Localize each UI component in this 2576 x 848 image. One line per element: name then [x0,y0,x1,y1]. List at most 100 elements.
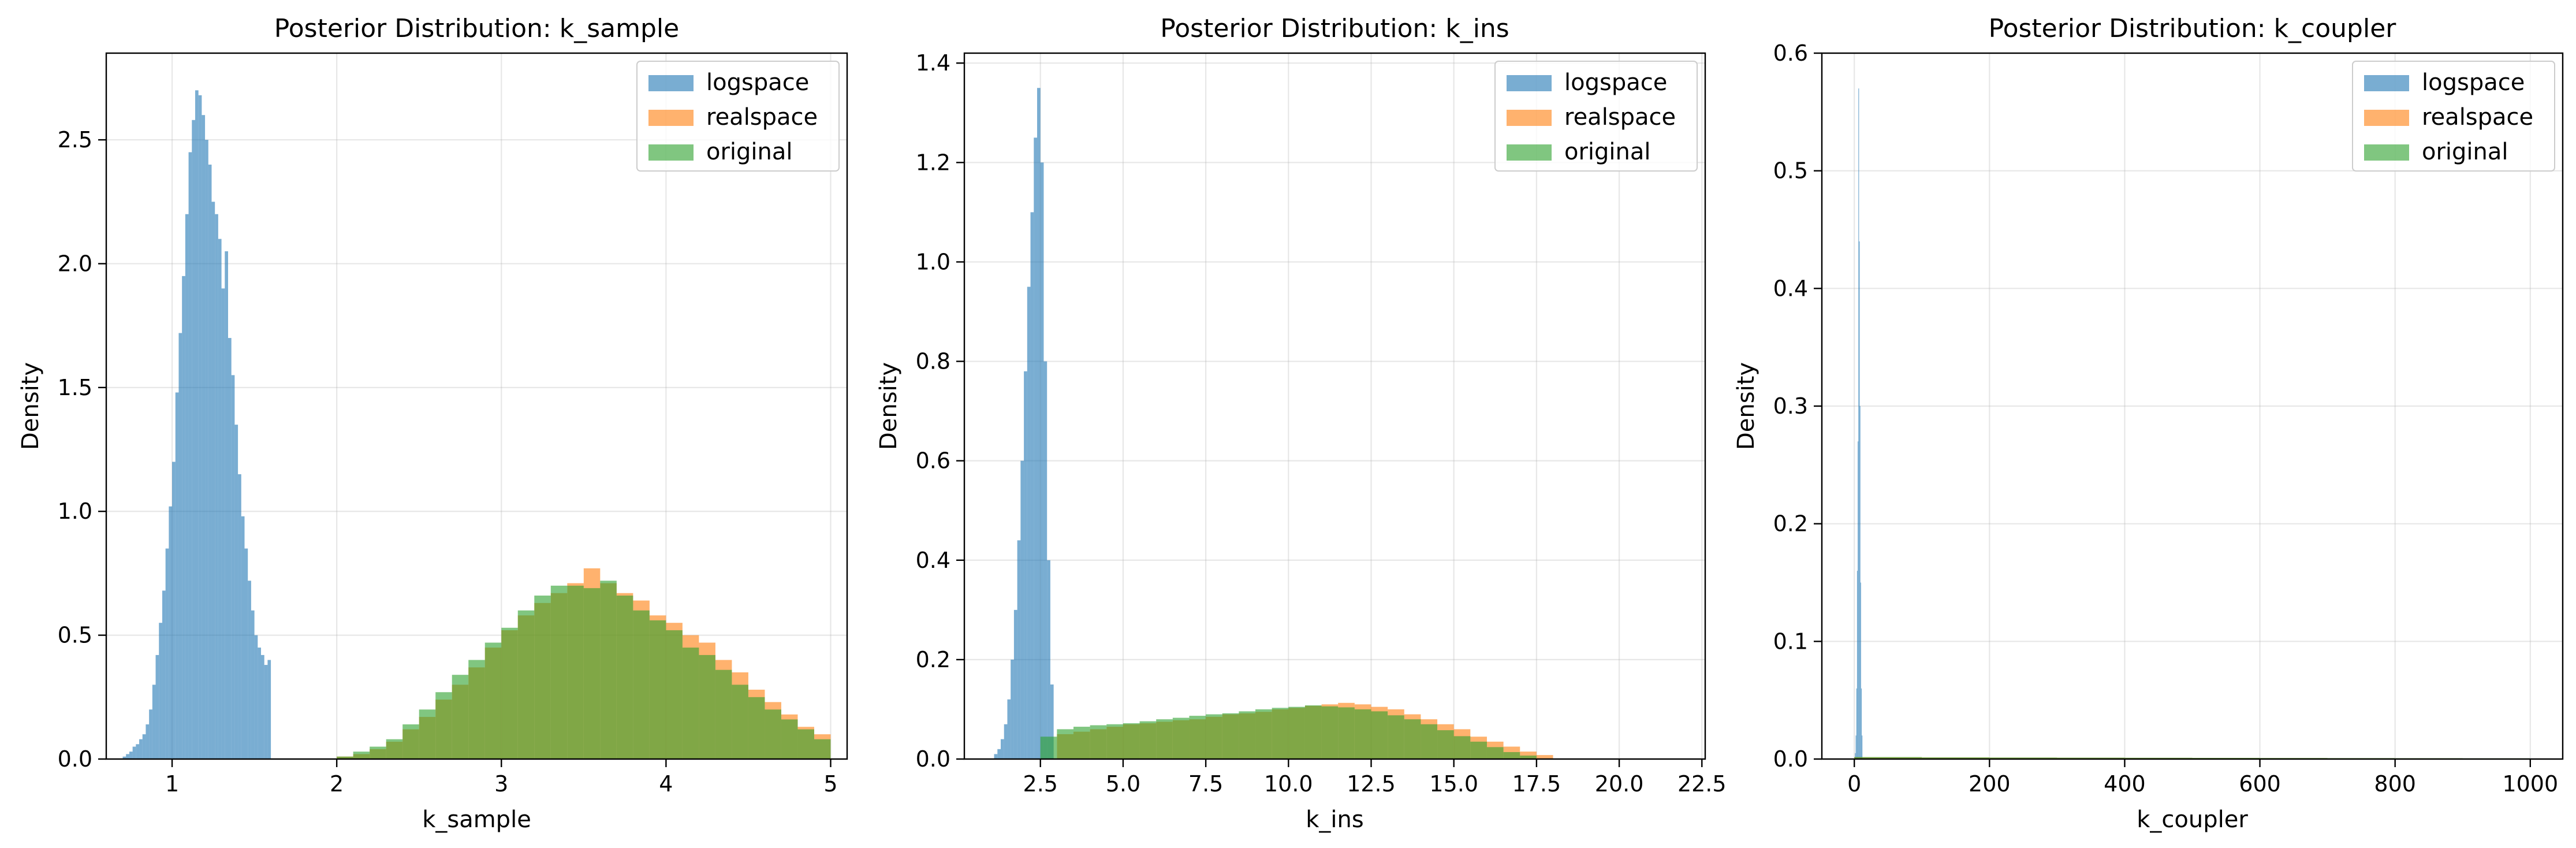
histogram-bar [699,654,715,759]
histogram-bar [1989,757,2057,759]
y-tick-label: 0.8 [916,349,950,374]
series-logspace [1855,88,1863,759]
chart-panel-1: 1 2 3 4 5 0.0 0.5 1.0 1.5 2.0 2.5 Posterior Distrib… [17,14,848,833]
y-tick-label: 0.0 [1773,746,1808,772]
y-tick-label: 0.4 [916,548,950,573]
y-tick-label: 0.1 [1773,628,1808,654]
y-tick-label: 0.6 [1773,40,1808,66]
legend-swatch [648,110,694,126]
legend-swatch [2364,110,2409,126]
histogram-bar [1007,699,1011,759]
histogram-bar [159,623,162,759]
histogram-bar [1043,361,1047,759]
histogram-bar [1470,741,1487,759]
histogram-bar [2057,757,2125,759]
legend-swatch [2364,75,2409,91]
histogram-bar [386,739,403,759]
x-axis-label: k_ins [1306,806,1363,833]
histogram-bar [139,739,143,759]
histogram-bar [254,635,258,759]
histogram-bar [241,516,245,759]
histogram-bar [1486,747,1504,759]
legend-label: realspace [2422,104,2533,131]
histogram-bar [142,734,146,759]
y-axis-label: Density [875,362,902,450]
histogram-bar [419,709,436,759]
histogram-bar [748,697,765,759]
histogram-bar [1034,137,1038,759]
histogram-bar [1536,755,1553,759]
histogram-bar [122,756,126,759]
series-logspace [994,88,1054,759]
legend-swatch [648,75,694,91]
histogram-bar [616,596,633,759]
histogram-bar [234,425,238,759]
histogram-bar [225,251,228,759]
histogram-bar [567,585,584,759]
histogram-bar [337,756,353,759]
x-tick-label: 5 [823,771,837,797]
histogram-bar [1013,609,1017,759]
chart-title: Posterior Distribution: k_coupler [1989,14,2397,43]
legend-swatch [648,144,694,161]
histogram-bar [666,630,683,759]
histogram-bar [534,596,551,759]
legend-swatch [1507,144,1552,161]
histogram-bar [1421,724,1438,759]
x-tick-label: 400 [2104,771,2146,797]
legend: logspace realspace original [636,61,840,172]
plot-area [122,90,831,759]
histogram-bar [1239,711,1256,759]
legend-swatch [2364,144,2409,161]
histogram-bar [162,590,166,759]
histogram-bar [264,665,268,759]
legend-label: realspace [706,104,818,131]
histogram-bar [1861,688,1862,759]
histogram-bar [1050,684,1054,759]
histogram-bar [215,214,218,759]
histogram-bar [136,744,140,759]
chart-title: Posterior Distribution: k_ins [1160,14,1509,43]
histogram-bar [1090,725,1107,759]
histogram-bar [165,548,169,759]
histogram-bar [1040,737,1057,759]
histogram-bar [649,620,666,759]
histogram-bar [1139,721,1157,759]
histogram-bar [132,746,136,759]
series-logspace [122,90,271,759]
histogram-bar [1037,88,1041,759]
y-tick-label: 0.2 [916,647,950,672]
y-tick-label: 1.0 [58,499,92,524]
x-tick-label: 800 [2374,771,2416,797]
chart-panel-3: 0 200 400 600 800 1000 0.0 0.1 0.2 0.3 0.4 0.5 0.6 Po… [1733,14,2564,833]
histogram-bar [1024,371,1027,759]
y-tick-label: 1.0 [916,249,950,274]
x-tick-label: 2 [330,771,344,797]
histogram-bar [1123,723,1140,759]
histogram-bar [185,214,189,759]
legend: logspace realspace original [2352,61,2555,172]
histogram-bar [1189,716,1206,759]
histogram-bar [198,95,202,759]
histogram-bar [1520,755,1537,759]
histogram-bar [205,140,208,759]
histogram-bar [633,610,650,759]
x-axis-label: k_coupler [2137,806,2248,833]
x-tick-label: 17.5 [1512,771,1561,797]
histogram-bar [1437,730,1454,759]
y-tick-label: 2.0 [58,251,92,276]
histogram-bar [501,627,518,759]
y-tick-label: 0.5 [58,623,92,648]
x-tick-label: 600 [2239,771,2281,797]
legend-label: original [706,139,793,165]
chart-panel-2: 2.5 5.0 7.5 10.0 12.5 15.0 17.5 20.0 22.5 0.0 0.2 0… [875,14,1727,833]
histogram-bar [1288,706,1305,759]
y-tick-label: 0.5 [1773,158,1808,184]
histogram-bar [1073,727,1090,759]
histogram-bar [1856,688,1857,759]
histogram-bar [178,333,182,759]
legend-label: realspace [1564,104,1676,131]
histogram-bar [1371,711,1388,759]
histogram-bar [517,610,535,759]
x-tick-label: 12.5 [1347,771,1396,797]
